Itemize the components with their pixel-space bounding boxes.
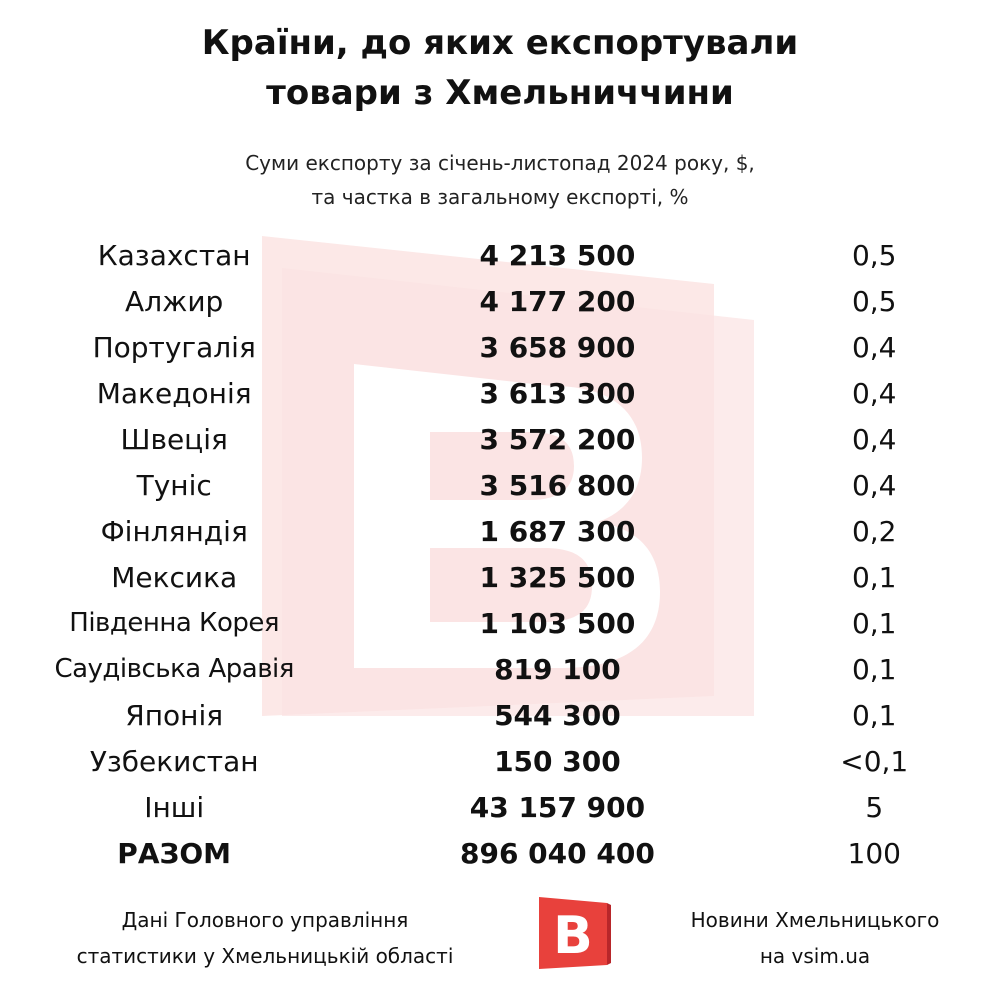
value-cell: 1 103 500 [479,606,636,640]
title-line-1: Країни, до яких експортували [201,23,799,63]
table-row: Інші 43 157 900 5 [26,784,956,830]
total-share: 100 [847,836,901,870]
table-row: Алжир 4 177 200 0,5 [26,278,956,324]
total-label: РАЗОМ [117,836,232,870]
country-cell: Саудівська Аравія [54,654,294,684]
total-value: 896 040 400 [459,836,655,870]
export-table-body: Казахстан 4 213 500 0,5 Алжир 4 177 200 0,5 По… [26,232,956,876]
chart-subtitle: Суми експорту за січень-листопад 2024 ро… [0,146,1000,214]
table-row: Туніс 3 516 800 0,4 [26,462,956,508]
country-cell: Македонія [96,376,252,410]
country-cell: Узбекистан [89,744,259,778]
total-row: РАЗОМ 896 040 400 100 [26,830,956,876]
value-cell: 4 177 200 [479,284,636,318]
share-cell: 0,1 [851,606,897,640]
subtitle-line-1: Суми експорту за січень-листопад 2024 ро… [245,151,755,175]
table-row: Південна Корея 1 103 500 0,1 [26,600,956,646]
brand-note: Новини Хмельницького на vsim.ua [640,902,990,974]
country-cell: Інші [144,790,205,824]
value-cell: 43 157 900 [469,790,646,824]
country-cell: Південна Корея [69,608,280,638]
value-cell: 1 325 500 [479,560,636,594]
source-line-1: Дані Головного управління [121,908,409,932]
table-row: Фінляндія 1 687 300 0,2 [26,508,956,554]
share-cell: 0,1 [851,698,897,732]
brand-line-2: на vsim.ua [759,944,871,968]
country-cell: Португалія [92,330,256,364]
brand-logo: В [539,897,611,969]
value-cell: 3 658 900 [479,330,636,364]
share-cell: 0,2 [851,514,897,548]
table-row: Узбекистан 150 300 <0,1 [26,738,956,784]
share-cell: 0,4 [851,468,897,502]
share-cell: 0,1 [851,560,897,594]
share-cell: 0,5 [851,238,897,272]
country-cell: Алжир [125,284,224,318]
country-cell: Фінляндія [100,514,248,548]
table-row: Португалія 3 658 900 0,4 [26,324,956,370]
table-row: Мексика 1 325 500 0,1 [26,554,956,600]
title-line-2: товари з Хмельниччини [266,73,734,113]
export-table: Казахстан 4 213 500 0,5 Алжир 4 177 200 0,5 По… [26,232,956,876]
share-cell: 5 [865,790,884,824]
table-row: Македонія 3 613 300 0,4 [26,370,956,416]
share-cell: <0,1 [840,744,909,778]
share-cell: 0,1 [851,652,897,686]
source-line-2: статистики у Хмельницькій області [76,944,454,968]
share-cell: 0,4 [851,376,897,410]
source-note: Дані Головного управління статистики у Х… [10,902,520,974]
value-cell: 544 300 [494,698,621,732]
value-cell: 3 516 800 [479,468,636,502]
table-row: Саудівська Аравія 819 100 0,1 [26,646,956,692]
country-cell: Японія [125,698,224,732]
country-cell: Туніс [136,468,212,502]
value-cell: 819 100 [494,652,621,686]
value-cell: 150 300 [494,744,621,778]
brand-line-1: Новини Хмельницького [690,908,940,932]
table-row: Японія 544 300 0,1 [26,692,956,738]
watermark-logo [262,236,754,716]
value-cell: 3 613 300 [479,376,636,410]
logo-letter: В [553,906,593,966]
chart-title: Країни, до яких експортували товари з Хм… [0,18,1000,118]
value-cell: 3 572 200 [479,422,636,456]
value-cell: 1 687 300 [479,514,636,548]
subtitle-line-2: та частка в загальному експорті, % [311,185,689,209]
country-cell: Мексика [111,560,238,594]
share-cell: 0,4 [851,330,897,364]
country-cell: Швеція [120,422,228,456]
table-row: Казахстан 4 213 500 0,5 [26,232,956,278]
table-row: Швеція 3 572 200 0,4 [26,416,956,462]
country-cell: Казахстан [97,238,251,272]
share-cell: 0,4 [851,422,897,456]
share-cell: 0,5 [851,284,897,318]
value-cell: 4 213 500 [479,238,636,272]
